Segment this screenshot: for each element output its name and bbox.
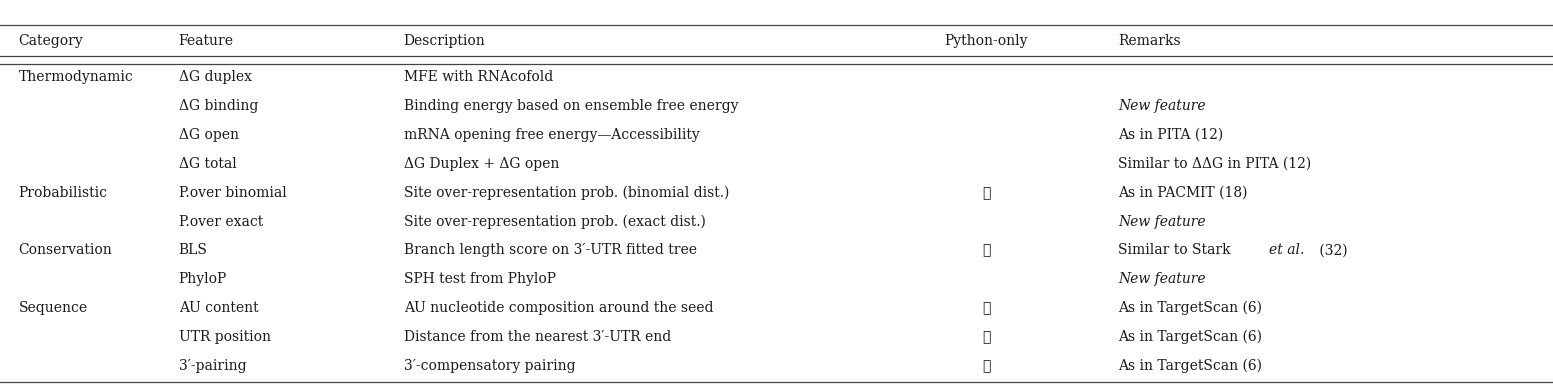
Text: New feature: New feature xyxy=(1118,214,1205,229)
Text: ✓: ✓ xyxy=(981,330,991,344)
Text: Remarks: Remarks xyxy=(1118,34,1180,48)
Text: Python-only: Python-only xyxy=(944,34,1028,48)
Text: ΔG open: ΔG open xyxy=(179,128,239,142)
Text: P.over exact: P.over exact xyxy=(179,214,262,229)
Text: ✓: ✓ xyxy=(981,243,991,257)
Text: ✓: ✓ xyxy=(981,359,991,373)
Text: Distance from the nearest 3′-UTR end: Distance from the nearest 3′-UTR end xyxy=(404,330,671,344)
Text: As in TargetScan (6): As in TargetScan (6) xyxy=(1118,330,1263,344)
Text: Similar to Stark: Similar to Stark xyxy=(1118,243,1235,257)
Text: AU nucleotide composition around the seed: AU nucleotide composition around the see… xyxy=(404,301,713,315)
Text: New feature: New feature xyxy=(1118,272,1205,286)
Text: Description: Description xyxy=(404,34,486,48)
Text: New feature: New feature xyxy=(1118,99,1205,113)
Text: ΔG duplex: ΔG duplex xyxy=(179,70,252,84)
Text: Sequence: Sequence xyxy=(19,301,89,315)
Text: Thermodynamic: Thermodynamic xyxy=(19,70,134,84)
Text: UTR position: UTR position xyxy=(179,330,270,344)
Text: Category: Category xyxy=(19,34,84,48)
Text: Probabilistic: Probabilistic xyxy=(19,186,107,200)
Text: As in TargetScan (6): As in TargetScan (6) xyxy=(1118,301,1263,315)
Text: ✓: ✓ xyxy=(981,301,991,315)
Text: As in PACMIT (18): As in PACMIT (18) xyxy=(1118,186,1247,200)
Text: Feature: Feature xyxy=(179,34,233,48)
Text: SPH test from PhyloP: SPH test from PhyloP xyxy=(404,272,556,286)
Text: (32): (32) xyxy=(1315,243,1348,257)
Text: ΔG total: ΔG total xyxy=(179,157,236,171)
Text: P.over binomial: P.over binomial xyxy=(179,186,286,200)
Text: et al.: et al. xyxy=(1269,243,1305,257)
Text: AU content: AU content xyxy=(179,301,258,315)
Text: MFE with RNAcofold: MFE with RNAcofold xyxy=(404,70,553,84)
Text: ΔG binding: ΔG binding xyxy=(179,99,258,113)
Text: PhyloP: PhyloP xyxy=(179,272,227,286)
Text: ✓: ✓ xyxy=(981,186,991,200)
Text: Binding energy based on ensemble free energy: Binding energy based on ensemble free en… xyxy=(404,99,738,113)
Text: 3′-compensatory pairing: 3′-compensatory pairing xyxy=(404,359,576,373)
Text: Similar to ΔΔG in PITA (12): Similar to ΔΔG in PITA (12) xyxy=(1118,157,1311,171)
Text: As in PITA (12): As in PITA (12) xyxy=(1118,128,1224,142)
Text: mRNA opening free energy—Accessibility: mRNA opening free energy—Accessibility xyxy=(404,128,699,142)
Text: Branch length score on 3′-UTR fitted tree: Branch length score on 3′-UTR fitted tre… xyxy=(404,243,697,257)
Text: Site over-representation prob. (binomial dist.): Site over-representation prob. (binomial… xyxy=(404,185,730,200)
Text: Site over-representation prob. (exact dist.): Site over-representation prob. (exact di… xyxy=(404,214,705,229)
Text: BLS: BLS xyxy=(179,243,208,257)
Text: Conservation: Conservation xyxy=(19,243,112,257)
Text: As in TargetScan (6): As in TargetScan (6) xyxy=(1118,358,1263,373)
Text: ΔG Duplex + ΔG open: ΔG Duplex + ΔG open xyxy=(404,157,559,171)
Text: 3′-pairing: 3′-pairing xyxy=(179,359,247,373)
